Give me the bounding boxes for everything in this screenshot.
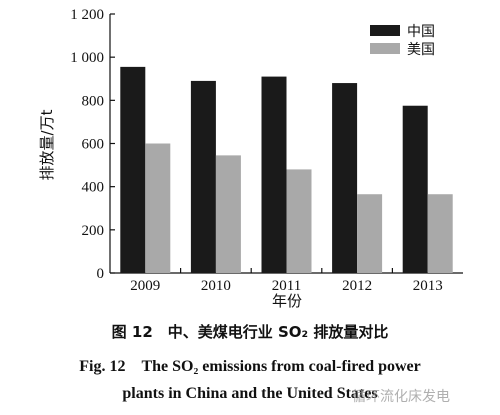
y-axis: 0 200 400 600 800 1 000 1 200 <box>70 7 115 282</box>
bars <box>120 66 453 274</box>
legend-swatch <box>370 25 400 36</box>
y-tick-label: 200 <box>82 223 105 239</box>
bar-usa <box>286 169 312 273</box>
bar-china <box>332 83 358 273</box>
legend-label: 中国 <box>407 24 435 40</box>
bar-usa <box>215 155 241 273</box>
x-tick-label: 2009 <box>130 278 160 294</box>
x-tick-label: 2010 <box>201 278 231 294</box>
y-tick-label: 1 200 <box>70 7 104 23</box>
y-tick-label: 800 <box>82 93 105 109</box>
figure-caption-chinese: 图 12 中、美煤电行业 SO₂ 排放量对比 <box>111 323 389 341</box>
y-tick-label: 0 <box>97 266 105 282</box>
legend-swatch <box>370 43 400 54</box>
y-tick-label: 1 000 <box>70 50 104 66</box>
x-tick-label: 2012 <box>342 278 372 294</box>
x-tick-label: 2011 <box>272 278 301 294</box>
y-tick-label: 600 <box>82 137 105 153</box>
y-axis-title: 排放量/万t <box>38 109 56 180</box>
bar-china <box>120 66 146 273</box>
x-axis-title: 年份 <box>272 292 302 310</box>
bar-usa <box>145 143 171 273</box>
watermark-text: 循环流化床发电 <box>352 389 450 405</box>
bar-usa <box>427 194 453 273</box>
bar-chart: 0 200 400 600 800 1 000 1 200 2009 2010 2011 2012… <box>38 7 463 310</box>
bar-china <box>261 76 287 273</box>
x-tick-label: 2013 <box>413 278 443 294</box>
figure-caption-english-line2: plants in China and the United States <box>122 385 378 402</box>
y-tick-label: 400 <box>82 180 105 196</box>
bar-china <box>190 80 216 274</box>
figure-caption-english-line1: Fig. 12 The SO₂ emissions from coal-fire… <box>79 358 421 375</box>
bar-china <box>402 105 428 274</box>
legend-label: 美国 <box>407 42 435 58</box>
bar-usa <box>357 194 383 273</box>
